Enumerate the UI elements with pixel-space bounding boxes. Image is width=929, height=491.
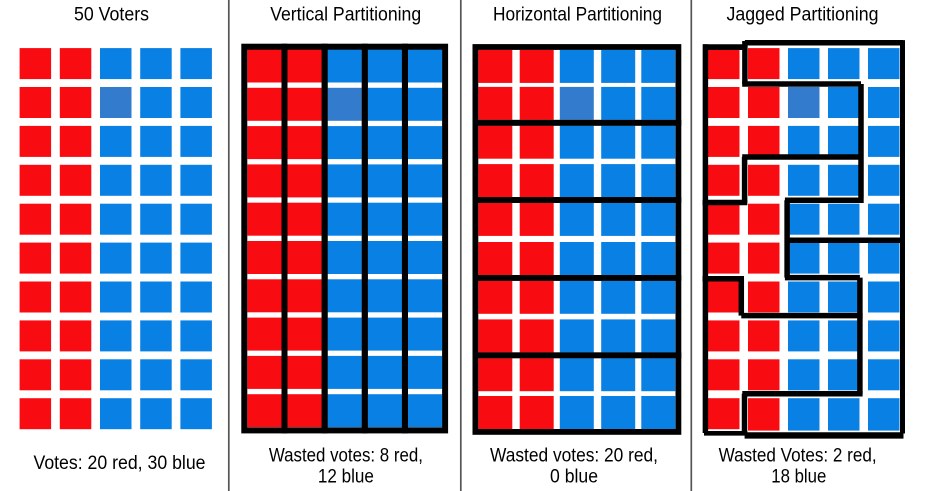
svg-text:Wasted Votes: 2 red,: Wasted Votes: 2 red, — [719, 445, 877, 466]
svg-text:Wasted votes: 20 red,: Wasted votes: 20 red, — [490, 445, 658, 466]
svg-text:Jagged Partitioning: Jagged Partitioning — [727, 5, 879, 26]
svg-text:Vertical Partitioning: Vertical Partitioning — [270, 5, 421, 26]
svg-text:Votes: 20 red, 30 blue: Votes: 20 red, 30 blue — [34, 453, 206, 474]
svg-text:Wasted votes: 8 red,: Wasted votes: 8 red, — [269, 445, 423, 466]
svg-text:18 blue: 18 blue — [771, 466, 826, 487]
svg-text:12 blue: 12 blue — [318, 466, 374, 487]
svg-text:0 blue: 0 blue — [550, 466, 598, 487]
svg-text:50 Voters: 50 Voters — [74, 5, 149, 26]
svg-text:Horizontal Partitioning: Horizontal Partitioning — [493, 5, 662, 26]
